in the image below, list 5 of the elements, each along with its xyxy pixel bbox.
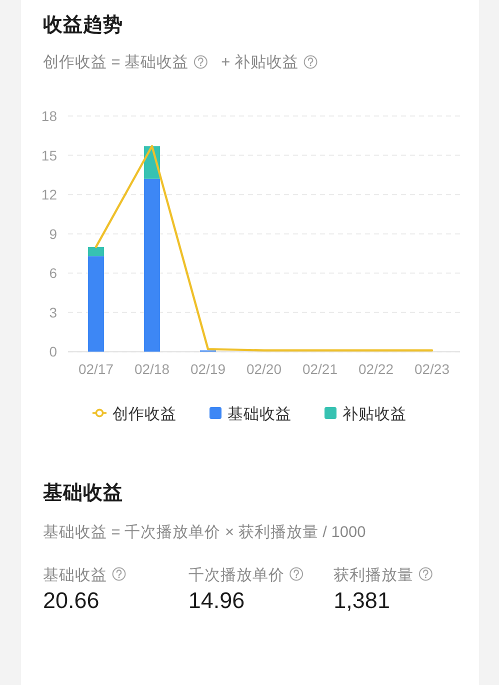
- title: 基础收益: [43, 482, 123, 504]
- title: 收益趋势: [43, 14, 123, 36]
- subtitle: + 补贴收益: [221, 54, 299, 71]
- subtitle: 创作收益 = 基础收益: [43, 54, 189, 71]
- subtitle: 基础收益 = 千次播放单价 × 获利播放量 / 1000: [43, 524, 366, 541]
